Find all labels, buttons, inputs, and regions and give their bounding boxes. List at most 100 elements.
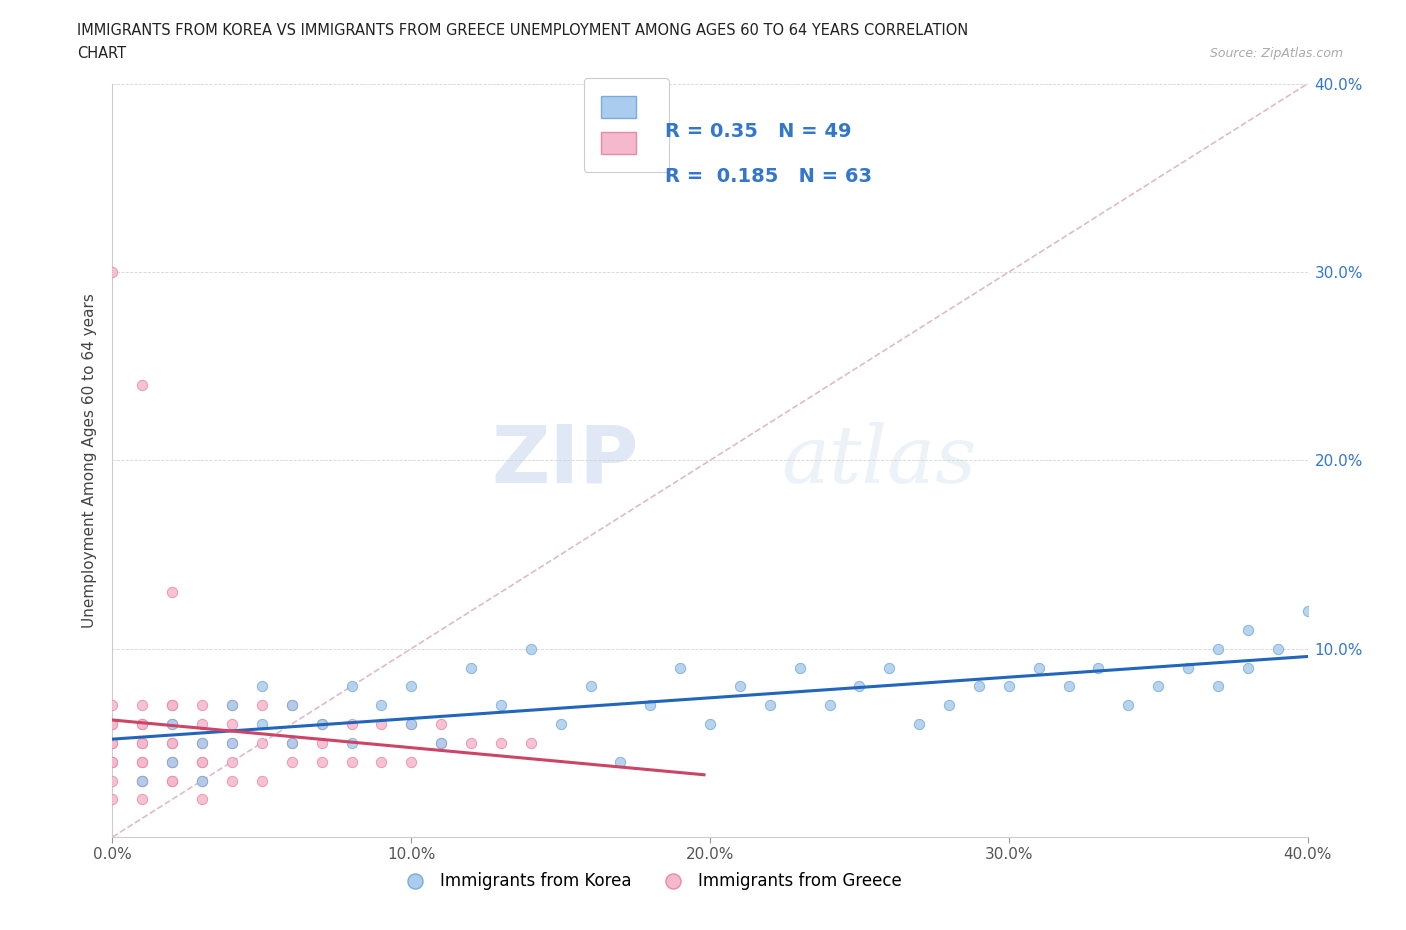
Text: R = 0.35   N = 49: R = 0.35 N = 49: [665, 122, 851, 140]
Point: [879, 660, 901, 675]
Point: [520, 642, 543, 657]
Point: [430, 717, 453, 732]
Point: [131, 698, 153, 712]
Point: [191, 698, 214, 712]
Point: [370, 698, 392, 712]
Point: [430, 736, 453, 751]
Point: [162, 717, 183, 732]
Point: [191, 792, 214, 807]
Point: [101, 773, 124, 788]
Point: [131, 754, 153, 769]
Text: ZIP: ZIP: [491, 421, 638, 499]
Point: [162, 736, 183, 751]
Point: [609, 754, 631, 769]
Point: [550, 717, 572, 732]
Point: [669, 660, 692, 675]
Text: R =  0.185   N = 63: R = 0.185 N = 63: [665, 166, 872, 186]
Point: [579, 679, 602, 694]
Point: [1087, 660, 1109, 675]
Point: [370, 717, 392, 732]
Text: CHART: CHART: [77, 46, 127, 61]
Point: [221, 736, 243, 751]
Point: [221, 698, 243, 712]
Point: [1237, 622, 1260, 637]
Point: [998, 679, 1021, 694]
Point: [281, 736, 304, 751]
Point: [101, 754, 124, 769]
Point: [489, 698, 512, 712]
Point: [250, 698, 273, 712]
Point: [460, 660, 482, 675]
Point: [191, 754, 214, 769]
Point: [162, 754, 183, 769]
Point: [131, 378, 153, 392]
Point: [250, 717, 273, 732]
Point: [1267, 642, 1289, 657]
Point: [131, 717, 153, 732]
Point: [401, 717, 423, 732]
Point: [162, 698, 183, 712]
Point: [520, 736, 543, 751]
Point: [281, 698, 304, 712]
Y-axis label: Unemployment Among Ages 60 to 64 years: Unemployment Among Ages 60 to 64 years: [82, 293, 97, 628]
Point: [131, 773, 153, 788]
Point: [162, 773, 183, 788]
Point: [281, 736, 304, 751]
Point: [101, 264, 124, 279]
Point: [1028, 660, 1050, 675]
Point: [340, 717, 363, 732]
Point: [967, 679, 990, 694]
Point: [131, 792, 153, 807]
Point: [340, 736, 363, 751]
Point: [162, 736, 183, 751]
Point: [221, 736, 243, 751]
Point: [848, 679, 870, 694]
Point: [162, 585, 183, 600]
Point: [221, 717, 243, 732]
Point: [640, 698, 662, 712]
Point: [430, 736, 453, 751]
Point: [489, 736, 512, 751]
Point: [191, 773, 214, 788]
Point: [311, 717, 333, 732]
Point: [1296, 604, 1319, 618]
Point: [401, 754, 423, 769]
Point: [759, 698, 782, 712]
Point: [131, 773, 153, 788]
Point: [311, 736, 333, 751]
Point: [191, 736, 214, 751]
Point: [221, 773, 243, 788]
Point: [101, 698, 124, 712]
Point: [162, 773, 183, 788]
Point: [311, 754, 333, 769]
Point: [250, 736, 273, 751]
Point: [131, 717, 153, 732]
Point: [101, 754, 124, 769]
Point: [250, 679, 273, 694]
Point: [401, 679, 423, 694]
Point: [101, 736, 124, 751]
Point: [1057, 679, 1080, 694]
Point: [728, 679, 751, 694]
Point: [101, 736, 124, 751]
Point: [191, 736, 214, 751]
Point: [101, 717, 124, 732]
Point: [1237, 660, 1260, 675]
Point: [162, 754, 183, 769]
Point: [162, 698, 183, 712]
Point: [460, 736, 482, 751]
Point: [250, 773, 273, 788]
Point: [938, 698, 960, 712]
Point: [1177, 660, 1199, 675]
Point: [1147, 679, 1170, 694]
Legend: Immigrants from Korea, Immigrants from Greece: Immigrants from Korea, Immigrants from G…: [392, 865, 908, 897]
Point: [131, 754, 153, 769]
Point: [1206, 679, 1229, 694]
Point: [101, 792, 124, 807]
Point: [699, 717, 721, 732]
Point: [221, 754, 243, 769]
Text: IMMIGRANTS FROM KOREA VS IMMIGRANTS FROM GREECE UNEMPLOYMENT AMONG AGES 60 TO 64: IMMIGRANTS FROM KOREA VS IMMIGRANTS FROM…: [77, 23, 969, 38]
Point: [401, 717, 423, 732]
Point: [789, 660, 811, 675]
Point: [281, 754, 304, 769]
